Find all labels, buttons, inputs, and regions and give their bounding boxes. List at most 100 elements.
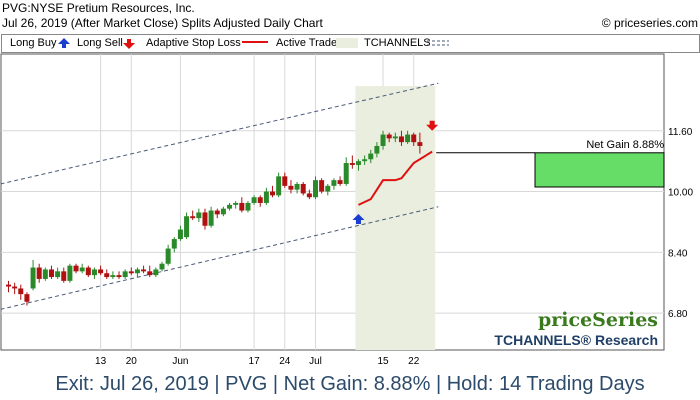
candle-body xyxy=(386,134,392,139)
candle-body xyxy=(36,267,42,279)
adaptive-stop-line-icon xyxy=(242,41,268,43)
candle-body xyxy=(233,202,239,205)
candle-body xyxy=(306,193,312,198)
candle-body xyxy=(73,265,79,272)
candle-body xyxy=(398,136,404,143)
candle-body xyxy=(98,269,104,274)
candle-body xyxy=(153,269,159,276)
candle-body xyxy=(165,248,171,264)
candle-body xyxy=(196,212,202,219)
candle-body xyxy=(116,275,122,278)
candle-body xyxy=(141,269,147,272)
candle-body xyxy=(343,163,349,184)
candle-body xyxy=(282,176,288,186)
long-buy-arrow xyxy=(352,213,365,224)
long-sell-arrow-icon xyxy=(123,39,135,49)
net-gain-label: Net Gain 8.88% xyxy=(586,139,664,151)
candle-body xyxy=(190,216,196,219)
candlesticks xyxy=(6,130,423,306)
candle-body xyxy=(288,185,294,190)
candle-body xyxy=(263,191,269,203)
candle-body xyxy=(331,180,337,186)
candle-body xyxy=(85,267,91,276)
x-tick-label: 15 xyxy=(377,356,389,367)
long-sell-arrow xyxy=(426,120,439,131)
plot-frame xyxy=(0,53,665,351)
candle-body xyxy=(245,202,251,211)
legend-tchannels-label: TCHANNELS xyxy=(364,37,431,49)
candle-body xyxy=(417,142,423,146)
candle-body xyxy=(104,273,110,278)
candle-body xyxy=(319,180,325,192)
candle-body xyxy=(24,294,30,302)
candle-body xyxy=(374,145,380,154)
candle-body xyxy=(368,153,374,160)
x-tick-label: Jul xyxy=(309,356,322,367)
footer-summary: Exit: Jul 26, 2019 | PVG | Net Gain: 8.8… xyxy=(55,373,645,395)
x-tick-label: Jun xyxy=(172,356,188,367)
candle-body xyxy=(202,212,208,226)
legend-adaptive-stop-label: Adaptive Stop Loss xyxy=(146,37,241,49)
legend: Long Buy Long Sell Adaptive Stop Loss Ac… xyxy=(1,34,700,53)
candle-body xyxy=(67,265,73,281)
chart-subtitle: Jul 26, 2019 (After Market Close) Splits… xyxy=(2,16,323,30)
y-tick-label: 6.80 xyxy=(668,309,688,320)
candle-body xyxy=(177,229,183,240)
x-tick-label: 24 xyxy=(279,356,291,367)
priceseries-logo: priceSeries xyxy=(538,309,658,331)
candle-body xyxy=(12,286,18,289)
adaptive-stop-line xyxy=(358,150,433,206)
x-tick-label: 13 xyxy=(95,356,107,367)
candle-body xyxy=(362,159,368,162)
y-tick-label: 10.00 xyxy=(668,188,693,199)
candle-body xyxy=(122,271,128,278)
candle-body xyxy=(239,202,245,211)
candle-body xyxy=(325,185,331,192)
active-trade-region xyxy=(355,86,436,350)
y-tick-label: 11.60 xyxy=(668,127,693,138)
candle-body xyxy=(55,271,61,278)
legend-long-buy-label: Long Buy xyxy=(10,37,57,49)
tchannels-line-icon xyxy=(427,40,449,46)
copyright-text: © priceseries.com xyxy=(601,16,698,30)
chart-title: PVG:NYSE Pretium Resources, Inc. xyxy=(2,1,195,15)
candle-body xyxy=(349,163,355,165)
candle-body xyxy=(276,176,282,196)
x-tick-label: 17 xyxy=(249,356,261,367)
candle-body xyxy=(257,197,263,203)
x-axis-labels: 13 20 Jun 17 24 Jul 15 22 xyxy=(95,356,420,367)
candle-body xyxy=(184,216,190,238)
y-gridlines xyxy=(1,130,664,314)
candle-body xyxy=(42,269,48,279)
x-tick-label: 20 xyxy=(126,356,138,367)
candle-body xyxy=(227,204,233,209)
candle-body xyxy=(380,134,386,146)
tchannel-lower xyxy=(0,206,439,310)
candle-body xyxy=(48,269,54,278)
candle-body xyxy=(313,180,318,198)
candle-body xyxy=(128,271,134,274)
candle-body xyxy=(147,271,153,276)
candle-body xyxy=(355,161,361,165)
candle-body xyxy=(134,269,140,274)
candle-body xyxy=(294,183,300,190)
trade-arrows xyxy=(352,120,439,224)
legend-active-trade-label: Active Trade xyxy=(276,37,338,49)
active-trade-swatch xyxy=(336,38,358,48)
tchannel-upper xyxy=(0,82,439,185)
candle-body xyxy=(270,191,276,196)
candle-body xyxy=(6,284,11,287)
net-gain-box xyxy=(534,152,665,188)
candle-body xyxy=(337,180,343,184)
candle-body xyxy=(79,267,85,272)
y-tick-label: 8.40 xyxy=(668,248,688,259)
candle-body xyxy=(251,197,257,203)
y-axis-labels: 6.80 8.40 10.00 11.60 xyxy=(668,127,693,320)
tchannels xyxy=(0,82,439,310)
candle-body xyxy=(30,267,36,289)
candle-body xyxy=(18,288,24,295)
candle-body xyxy=(171,239,177,249)
candle-body xyxy=(214,210,220,215)
candle-body xyxy=(220,208,226,215)
